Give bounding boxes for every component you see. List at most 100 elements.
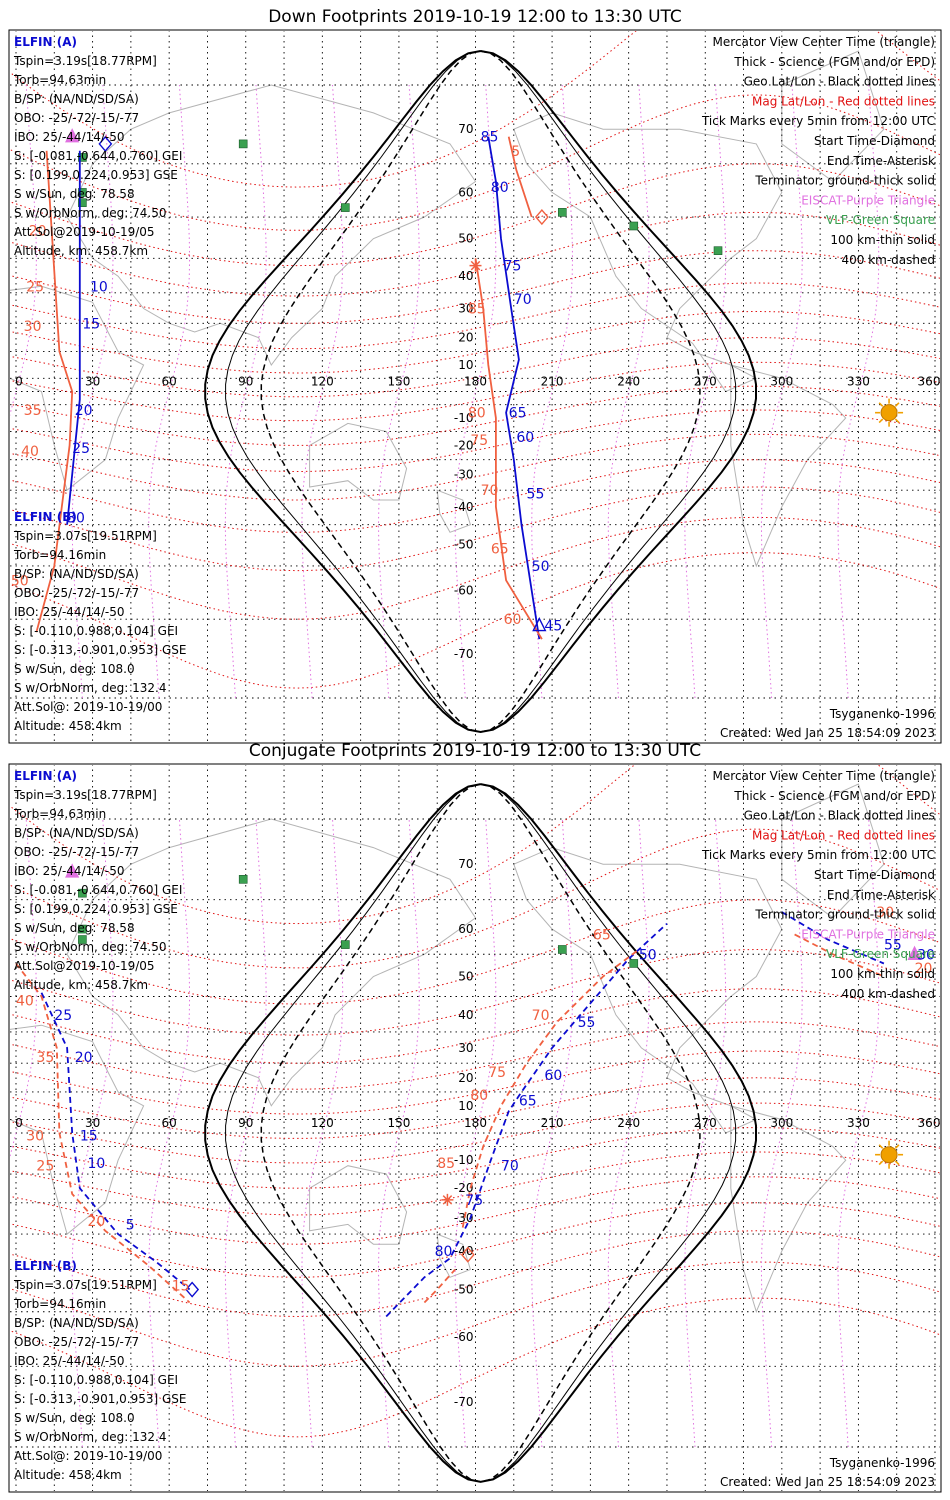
legend-entry: VLF-Green Square [826,947,935,961]
info-line: B/SP: (NA/ND/SD/SA) [14,826,139,840]
track-tick-label: 20 [75,1050,93,1066]
mag-latitude-line [10,211,940,297]
track-tick-label: 70 [481,483,499,499]
vlf-station-marker [238,139,248,149]
track-tick-label: 75 [470,433,488,449]
info-line: B/SP: (NA/ND/SD/SA) [14,567,139,581]
track-tick-label: 85 [481,130,499,146]
info-line: Torb=94.63min [13,73,106,87]
mag-longitude-line [224,84,267,699]
x-tick-label: 240 [617,1116,640,1130]
mag-longitude-line [148,818,191,1448]
info-line: S w/OrbNorm, deg: 132.4 [14,1430,166,1444]
info-line: Tspin=3.07s[19.51RPM] [13,1278,157,1292]
y-tick-label: 30 [458,301,473,315]
info-line: Altitude: 458.4km [14,719,122,733]
mag-longitude-line [684,818,727,1448]
vlf-station-marker [629,959,639,968]
y-tick-label: -20 [454,438,474,452]
coastline-outline [309,1165,408,1245]
legend-entry: Start Time-Diamond [814,134,935,148]
track-tick-label: 10 [90,279,108,295]
mag-meridians [10,84,880,699]
y-tick-label: -20 [454,1181,474,1195]
info-line: IBO: 25/-44/14/-50 [14,605,125,619]
y-tick-label: 60 [458,185,473,199]
sun-disc [880,1146,898,1164]
track-tick-label: 85 [437,1156,455,1172]
end-time-asterisk [441,1193,454,1206]
legend-entry: 400 km-dashed [841,253,935,267]
y-tick-label: 40 [458,269,473,283]
info-line: Torb=94.16min [13,548,106,562]
legend-entry: Mercator View Center Time (triangle) [713,35,935,49]
legend-entry: Geo Lat/Lon - Black dotted lines [744,75,935,89]
footprint-segment [66,150,81,525]
info-line: IBO: 25/-44/14/-50 [14,864,125,878]
mag-latitude-line [10,310,940,374]
info-line: S: [0.199,0.224,0.953] GSE [14,168,178,182]
info-line: IBO: 25/-44/14/-50 [14,1354,125,1368]
x-tick-label: 270 [694,1116,717,1130]
track-tick-label: 70 [532,1008,550,1024]
mag-longitude-line [454,84,497,699]
mag-longitude-line [454,818,497,1448]
legend-entry: Tick Marks every 5min from 12:00 UTC [701,848,935,862]
asterisk-stroke [442,1195,453,1205]
info-line: OBO: -25/-72/-15/-77 [14,111,139,125]
info-line: S: [-0.110,0.988,0.104] GEI [14,624,178,638]
y-tick-label: 40 [458,1008,473,1022]
mag-latitude-line [10,486,940,572]
sun-disc [880,404,898,422]
coastline-outline [513,112,783,393]
mag-longitude-line [837,818,880,1448]
info-line: Altitude, km: 458.7km [14,244,148,258]
x-tick-label: 270 [694,375,717,389]
x-tick-label: 60 [162,1116,177,1130]
track-tick-label: 60 [504,612,522,628]
mag-longitude-line [837,84,880,699]
terminator-100km [225,783,737,1483]
mag-longitude-line [531,818,574,1448]
info-line: OBO: -25/-72/-15/-77 [14,586,139,600]
info-line: S w/OrbNorm, deg: 74.50 [14,206,166,220]
eiscat-triangle [65,863,80,878]
vlf-station-marker [78,888,87,898]
y-tick-label: -50 [454,537,474,551]
coastline-outline [730,1105,847,1314]
footprint-track-elfin-b [35,136,543,640]
track-tick-label: 25 [26,279,44,295]
sun-icon [875,1140,904,1169]
footprint-segment [40,992,191,1291]
elfin-a-info: ELFIN (A) Tspin=3.19s[18.77RPM] Torb=94.63… [13,769,182,992]
track-tick-label: 25 [36,1159,54,1175]
view-center-triangle [532,617,547,632]
legend-entry: Mag Lat/Lon - Red dotted lines [752,94,935,108]
start-time-diamond [460,1246,475,1263]
legend-entry: Mercator View Center Time (triangle) [713,769,935,783]
track-tick-label: 50 [639,947,657,963]
footprint-segment [781,911,885,965]
mag-latitude-line [10,459,940,533]
track-tick-label: 30 [67,510,85,526]
vlf-station-marker [557,208,567,217]
track-tick-label: 15 [80,1129,98,1145]
track-tick-label: 30 [26,1129,44,1145]
x-tick-label: 300 [770,1116,793,1130]
legend-entry: Thick - Science (FGM and/or EPD) [733,55,935,69]
x-tick-label: 60 [162,375,177,389]
x-tick-label: 240 [617,375,640,389]
vlf-station-marker [78,188,87,197]
elfin-b-info: ELFIN (B) Tspin=3.07s[19.51RPM] Torb=94.16… [13,1259,187,1482]
mag-longitude-line [71,84,114,699]
track-tick-label: 5 [126,1217,135,1233]
mag-latitude-line [10,1230,940,1318]
terminator-ground [204,783,757,1483]
mag-grid [10,765,940,1438]
track-tick-label: 55 [578,1015,596,1031]
track-tick-label: 40 [16,993,34,1009]
info-line: Altitude: 458.4km [14,1468,122,1482]
footprint-segment [35,150,74,633]
info-line: S: [0.199,0.224,0.953] GSE [14,902,178,916]
